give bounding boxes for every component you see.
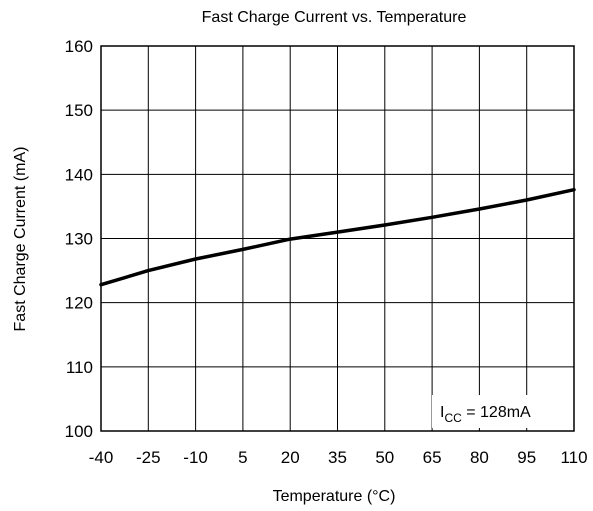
x-tick-labels: -40 -25 -10 5 20 35 50 65 80 95 110 — [89, 448, 588, 467]
x-tick-label: 50 — [375, 448, 394, 467]
y-tick-label: 120 — [65, 294, 93, 313]
series-line — [99, 187, 576, 287]
annotation-subscript: CC — [444, 411, 462, 425]
series-group — [99, 187, 576, 287]
annotation-box — [432, 395, 571, 428]
x-tick-label: -25 — [136, 448, 161, 467]
x-tick-label: 65 — [423, 448, 442, 467]
x-tick-label: 5 — [238, 448, 247, 467]
x-tick-label: -10 — [183, 448, 208, 467]
x-tick-label: 35 — [328, 448, 347, 467]
grid — [101, 46, 574, 431]
x-tick-label: 110 — [560, 448, 587, 467]
x-tick-label: 20 — [281, 448, 300, 467]
y-tick-label: 150 — [65, 101, 93, 120]
annotation-suffix: = 128mA — [462, 404, 531, 421]
chart-title: Fast Charge Current vs. Temperature — [202, 9, 467, 26]
x-tick-label: -40 — [89, 448, 114, 467]
x-tick-label: 80 — [470, 448, 489, 467]
plot-frame — [100, 45, 575, 432]
y-tick-label: 110 — [66, 358, 93, 377]
annotation-label: ICC = 128mA — [440, 404, 531, 425]
x-tick-label: 95 — [517, 448, 536, 467]
y-axis-label: Fast Charge Current (mA) — [12, 147, 29, 332]
x-axis-label: Temperature (°C) — [273, 488, 396, 505]
y-tick-label: 100 — [65, 422, 93, 441]
y-tick-labels: 100 110 120 130 140 150 160 — [65, 37, 93, 441]
y-tick-label: 130 — [65, 230, 93, 249]
y-tick-label: 160 — [65, 37, 93, 56]
y-tick-label: 140 — [65, 165, 93, 184]
annotation-prefix: I — [440, 404, 444, 421]
